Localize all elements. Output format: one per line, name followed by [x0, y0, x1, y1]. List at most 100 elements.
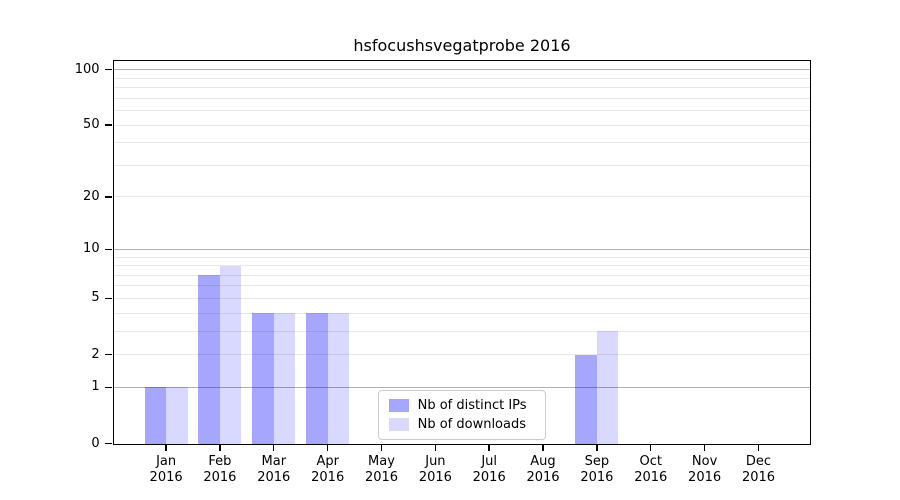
x-axis-tick-9: [650, 444, 652, 451]
x-axis-tick-0: [165, 444, 167, 451]
x-axis-label-0: Jan 2016: [134, 454, 198, 486]
x-label-year: 2016: [688, 469, 722, 485]
x-label-month: May: [368, 453, 395, 469]
x-label-year: 2016: [149, 469, 183, 485]
gridline-minor-y90: [113, 77, 810, 79]
x-label-month: Mar: [261, 453, 287, 469]
chart-title: hsfocushsvegatprobe 2016: [353, 36, 571, 55]
bar-downloads-sep: [596, 331, 619, 444]
x-axis-tick-6: [488, 444, 490, 451]
x-label-month: Apr: [316, 453, 339, 469]
y-axis-tick-2: [104, 353, 113, 356]
gridline-minor-y8: [113, 265, 810, 267]
y-axis-tick-10: [104, 248, 113, 250]
y-axis-label-0: 0: [91, 435, 100, 451]
x-label-month: Feb: [208, 453, 232, 469]
gridline-minor-y7: [113, 274, 810, 276]
x-label-year: 2016: [257, 469, 291, 485]
x-axis-label-11: Dec 2016: [726, 454, 790, 486]
bar-distinct-ips-apr: [306, 313, 328, 444]
gridline-minor-y30: [113, 164, 810, 166]
bar-distinct-ips-feb: [198, 275, 220, 444]
legend-swatch-icon: [388, 398, 409, 412]
y-axis-label-10: 10: [83, 241, 100, 257]
x-label-month: Dec: [745, 453, 772, 469]
y-axis-label-100: 100: [74, 61, 100, 77]
y-axis-label-2: 2: [91, 346, 100, 362]
legend-item-distinct-ips: Nb of distinct IPs: [388, 397, 535, 413]
x-axis-tick-5: [434, 444, 437, 451]
x-label-year: 2016: [741, 469, 776, 485]
x-label-month: Jun: [425, 453, 446, 469]
x-label-year: 2016: [526, 469, 560, 485]
bar-distinct-ips-mar: [252, 313, 274, 444]
legend: Nb of distinct IPs Nb of downloads: [377, 389, 546, 440]
x-label-month: Aug: [530, 453, 556, 469]
bar-downloads-jan: [166, 387, 188, 444]
x-axis-label-3: Apr 2016: [296, 454, 360, 486]
plot-area: 100 50 20 10 5 2 1 0 Jan 2016 Feb 2016 Mar 2016 Apr 201…: [75, 59, 811, 485]
y-axis-label-50: 50: [83, 117, 100, 133]
x-axis-tick-4: [380, 444, 383, 451]
gridline-minor-y50: [113, 124, 810, 126]
x-axis-label-2: Mar 2016: [242, 454, 306, 486]
x-label-month: Sep: [584, 453, 610, 469]
x-axis-label-8: Sep 2016: [565, 454, 629, 486]
gridline-minor-y80: [113, 87, 810, 89]
gridline-major-y10: [113, 248, 810, 250]
gridline-minor-y6: [113, 285, 810, 287]
x-label-year: 2016: [472, 469, 506, 485]
x-label-year: 2016: [634, 469, 668, 485]
x-axis-label-7: Aug 2016: [511, 454, 575, 486]
y-axis-label-20: 20: [83, 188, 100, 204]
gridline-major-y100: [113, 69, 810, 71]
x-axis-tick-1: [219, 444, 221, 451]
y-axis-label-1: 1: [91, 379, 100, 395]
y-axis-tick-100: [104, 68, 113, 71]
legend-label: Nb of downloads: [417, 416, 526, 432]
gridline-minor-y60: [113, 109, 810, 111]
x-label-year: 2016: [580, 469, 614, 485]
x-axis-label-9: Oct 2016: [619, 454, 683, 486]
gridline-minor-y20: [113, 196, 810, 198]
bar-downloads-feb: [219, 265, 242, 444]
bar-distinct-ips-jan: [144, 387, 167, 444]
legend-swatch-icon: [388, 417, 409, 431]
gridline-major-y1: [113, 386, 810, 388]
x-axis-label-5: Jun 2016: [403, 454, 467, 486]
y-axis-label-5: 5: [91, 290, 100, 306]
gridline-minor-y4: [113, 312, 810, 314]
x-label-month: Oct: [639, 453, 663, 469]
x-label-year: 2016: [311, 469, 345, 485]
y-axis-tick-0: [104, 442, 113, 445]
x-axis-tick-3: [326, 444, 329, 451]
y-axis-tick-1: [104, 386, 113, 389]
bar-distinct-ips-sep: [575, 354, 597, 444]
gridline-minor-y2: [113, 354, 810, 356]
x-label-year: 2016: [364, 469, 399, 485]
y-axis-tick-20: [104, 196, 113, 198]
x-axis-tick-11: [757, 444, 760, 451]
bar-downloads-apr: [327, 313, 350, 444]
x-label-year: 2016: [203, 469, 237, 485]
x-axis-label-6: Jul 2016: [457, 454, 521, 486]
x-axis-label-4: May 2016: [349, 454, 413, 486]
x-label-year: 2016: [418, 469, 452, 485]
y-axis-tick-50: [104, 124, 113, 126]
x-label-month: Jan: [156, 453, 177, 469]
bar-downloads-mar: [273, 313, 296, 444]
x-label-month: Jul: [481, 453, 498, 469]
gridline-minor-y9: [113, 256, 810, 258]
x-axis-label-10: Nov 2016: [673, 454, 737, 486]
x-axis-tick-2: [273, 444, 275, 451]
legend-item-downloads: Nb of downloads: [388, 416, 535, 432]
x-label-month: Nov: [691, 453, 718, 469]
gridline-minor-y40: [113, 142, 810, 144]
x-axis-label-1: Feb 2016: [188, 454, 252, 486]
gridline-minor-y5: [113, 297, 810, 299]
gridline-minor-y3: [113, 330, 810, 332]
legend-label: Nb of distinct IPs: [417, 397, 527, 413]
gridline-minor-y70: [113, 97, 810, 99]
y-axis-tick-5: [104, 297, 113, 300]
